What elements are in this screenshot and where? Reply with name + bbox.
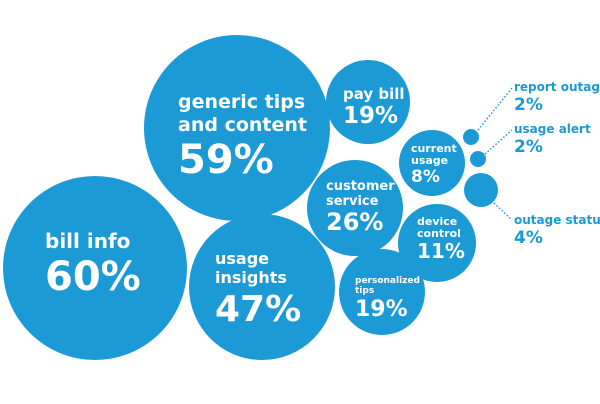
bubble-label-device-control: control [417,227,461,240]
leader-line-usage-alert [484,129,513,155]
bubble-value-report-outage: 2% [514,95,543,115]
bubble-outage-status [464,173,498,207]
bubble-value-personalized-tips: 19% [355,297,408,322]
bubble-label-generic-tips-and-content: and content [178,114,307,136]
bubble-label-usage-insights: insights [215,268,287,287]
bubble-label-usage-insights: usage [215,249,269,268]
bubble-label-generic-tips-and-content: generic tips [178,91,305,113]
leader-line-report-outage [477,87,513,131]
bubble-label-device-control: device [417,215,457,228]
bubble-value-generic-tips-and-content: 59% [178,137,274,183]
bubble-value-outage-status: 4% [514,228,543,248]
bubble-device-control [398,204,476,282]
bubble-label-customer-service: customer [326,179,395,194]
bubble-label-customer-service: service [326,194,379,209]
leader-line-outage-status [493,202,513,221]
bubble-report-outage [463,129,479,145]
bubble-generic-tips-and-content [144,35,330,221]
bubble-label-usage-alert: usage alert [514,122,591,136]
bubble-label-outage-status: outage status [514,213,600,227]
bubble-value-usage-alert: 2% [514,137,543,157]
bubble-label-report-outage: report outage [514,80,600,94]
bubble-value-customer-service: 26% [326,208,383,236]
bubble-label-bill-info: bill info [45,229,130,253]
bubble-personalized-tips [339,249,425,335]
bubble-pay-bill [326,60,410,144]
bubble-label-personalized-tips: personalized [355,276,420,286]
bubble-value-current-usage: 8% [411,167,440,187]
bubble-value-bill-info: 60% [45,254,141,300]
bubble-value-pay-bill: 19% [343,103,398,129]
bubble-value-device-control: 11% [417,239,465,263]
bubble-usage-alert [470,151,486,167]
bubble-current-usage [399,130,465,196]
bubble-label-current-usage: usage [411,154,448,167]
bubble-label-current-usage: current [411,142,457,155]
bubble-label-personalized-tips: tips [355,286,374,296]
bubble-usage-insights [189,214,335,360]
bubble-label-pay-bill: pay bill [343,85,405,103]
bubble-value-usage-insights: 47% [215,289,301,330]
bubble-customer-service [307,160,403,256]
bubble-bill-info [3,176,187,360]
